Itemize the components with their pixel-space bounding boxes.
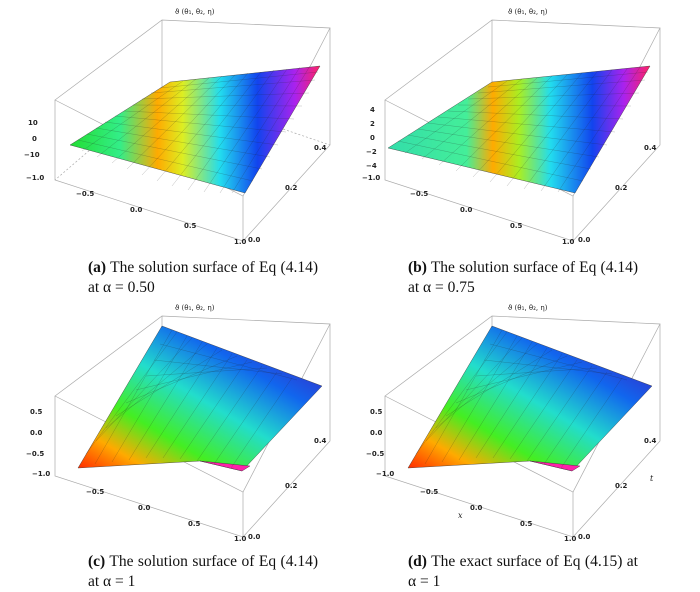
z-tick: 0.0 [370,429,383,437]
panel-a: ϑ (θ₁, θ₂, η) 10 0 −10 −1.0 −0.5 0.0 0.5… [0,0,350,298]
z-tick: −2 [366,148,377,156]
panel-b: ϑ (θ₁, θ₂, η) 4 2 0 −2 −4 −1.0 −0.5 0.0 … [350,0,700,298]
y-tick: 0.4 [314,437,327,445]
x-tick: 0.0 [460,206,473,214]
x-tick: 0.0 [470,504,483,512]
x-tick: 1.0 [562,238,575,246]
z-tick: 0 [32,135,37,143]
x-axis-ticks: −1.0 −0.5 0.0 0.5 1.0 [32,470,247,543]
axis-label-t: t [650,474,654,483]
z-tick: 0.5 [370,408,383,416]
y-axis-ticks: 0.0 0.2 0.4 [248,437,327,541]
x-tick: 0.5 [510,222,523,230]
caption-tag: (a) [88,259,107,276]
plot-label: ϑ (θ₁, θ₂, η) [508,8,548,16]
y-tick: 0.0 [578,533,591,541]
caption-text: The solution surface of Eq (4.14) at α =… [88,553,318,590]
x-tick: 0.5 [184,222,197,230]
surface-mesh [387,65,651,194]
y-tick: 0.0 [248,533,261,541]
z-tick: 2 [370,120,375,128]
axis-label-x: x [458,511,463,520]
caption-text: The solution surface of Eq (4.14) at α =… [88,259,318,296]
panel-d: ϑ (θ₁, θ₂, η) 0.5 0.0 −0.5 −1.0 −0.5 0.0… [350,296,700,591]
x-tick: 0.0 [130,206,143,214]
z-tick: 0 [370,134,375,142]
z-tick: −4 [366,162,377,170]
x-tick: 1.0 [234,238,247,246]
surface-plot-d: ϑ (θ₁, θ₂, η) 0.5 0.0 −0.5 −1.0 −0.5 0.0… [366,304,661,543]
x-axis-ticks: −1.0 −0.5 0.0 0.5 1.0 [362,174,575,246]
x-tick: −1.0 [32,470,50,478]
x-axis-ticks: −1.0 −0.5 0.0 0.5 1.0 [376,470,577,543]
y-tick: 0.4 [314,144,327,152]
plot-label: ϑ (θ₁, θ₂, η) [508,304,548,312]
caption-d: (d) The exact surface of Eq (4.15) at α … [408,552,638,592]
surface-plot-c: ϑ (θ₁, θ₂, η) 0.5 0.0 −0.5 −1.0 −0.5 0.0… [26,304,331,543]
z-tick: 0.0 [30,429,43,437]
z-axis-ticks: 10 0 −10 [24,119,40,159]
y-tick: 0.0 [578,236,591,244]
surface-plot-b: ϑ (θ₁, θ₂, η) 4 2 0 −2 −4 −1.0 −0.5 0.0 … [362,8,661,246]
x-tick: −0.5 [410,190,428,198]
y-axis-ticks: 0.0 0.2 0.4 [578,144,657,244]
surface-mesh [69,65,321,194]
caption-c: (c) The solution surface of Eq (4.14) at… [88,552,318,592]
z-tick: 0.5 [30,408,43,416]
z-axis-ticks: 0.5 0.0 −0.5 [366,408,384,458]
x-tick: −1.0 [26,174,44,182]
plot-label: ϑ (θ₁, θ₂, η) [175,304,215,312]
y-tick: 0.2 [615,482,628,490]
caption-text: The exact surface of Eq (4.15) at α = 1 [408,553,638,590]
z-tick: 4 [370,106,375,114]
x-tick: 1.0 [564,535,577,543]
plot-label: ϑ (θ₁, θ₂, η) [175,8,215,16]
z-axis-ticks: 4 2 0 −2 −4 [366,106,377,170]
x-tick: 0.0 [138,504,151,512]
y-tick: 0.2 [285,184,298,192]
x-tick: 1.0 [234,535,247,543]
y-tick: 0.2 [615,184,628,192]
surface-mesh [407,325,653,472]
z-axis-ticks: 0.5 0.0 −0.5 [26,408,44,458]
surface-mesh [77,325,323,472]
y-axis-ticks: 0.0 0.2 0.4 [578,437,657,541]
x-tick: −0.5 [420,488,438,496]
panel-c: ϑ (θ₁, θ₂, η) 0.5 0.0 −0.5 −1.0 −0.5 0.0… [0,296,350,591]
y-tick: 0.0 [248,236,261,244]
caption-text: The solution surface of Eq (4.14) at α =… [408,259,638,296]
x-tick: −0.5 [86,488,104,496]
y-tick: 0.2 [285,482,298,490]
x-axis-ticks: −1.0 −0.5 0.0 0.5 1.0 [26,174,247,246]
surface-plot-a: ϑ (θ₁, θ₂, η) 10 0 −10 −1.0 −0.5 0.0 0.5… [24,8,331,246]
caption-a: (a) The solution surface of Eq (4.14) at… [88,258,318,298]
x-tick: −1.0 [376,470,394,478]
z-tick: 10 [28,119,38,127]
caption-tag: (c) [88,553,106,570]
z-tick: −10 [24,151,40,159]
x-tick: 0.5 [188,520,201,528]
y-tick: 0.4 [644,144,657,152]
caption-tag: (d) [408,553,427,570]
z-tick: −0.5 [26,450,44,458]
x-tick: 0.5 [520,520,533,528]
y-tick: 0.4 [644,437,657,445]
caption-tag: (b) [408,259,427,276]
z-tick: −0.5 [366,450,384,458]
x-tick: −1.0 [362,174,380,182]
caption-b: (b) The solution surface of Eq (4.14) at… [408,258,638,298]
x-tick: −0.5 [76,190,94,198]
y-axis-ticks: 0.0 0.2 0.4 [248,144,327,244]
